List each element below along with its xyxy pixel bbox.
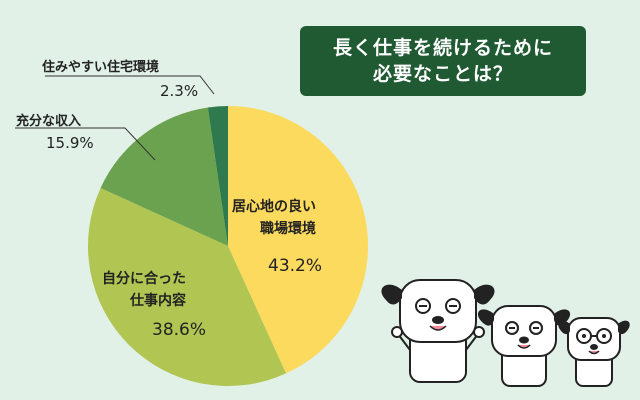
slice-value-housing: 2.3%	[160, 82, 199, 100]
slice-label-job-line-1: 自分に合った	[102, 271, 186, 287]
slice-value-job: 38.6%	[152, 320, 207, 340]
title-line-1: 長く仕事を続けるために	[332, 37, 553, 59]
slice-label-job: 自分に合った 仕事内容	[102, 268, 186, 312]
slice-label-workplace: 居心地の良い 職場環境	[232, 196, 316, 240]
leader-lines	[15, 75, 215, 161]
leader-line-income	[15, 127, 156, 161]
leader-line-housing	[45, 75, 215, 95]
pie-slice-job	[88, 187, 287, 386]
pie-chart	[88, 106, 368, 386]
slice-value-income: 15.9%	[46, 134, 94, 152]
pie-slice-workplace	[228, 106, 368, 374]
pie-slice-income	[100, 107, 228, 246]
slice-label-job-line-2: 仕事内容	[130, 293, 186, 309]
dog-medium-icon	[477, 305, 571, 387]
title-box: 長く仕事を続けるために 必要なことは？	[300, 26, 586, 96]
pie-slice-housing	[207, 106, 228, 246]
slice-label-workplace-line-2: 職場環境	[260, 221, 316, 237]
slice-label-housing: 住みやすい住宅環境	[42, 60, 160, 75]
title-line-2: 必要なことは？	[372, 63, 513, 85]
slice-label-income: 充分な収入	[16, 114, 82, 129]
dog-small-icon	[558, 317, 630, 387]
slice-label-workplace-line-1: 居心地の良い	[232, 199, 316, 215]
dog-big-icon	[381, 279, 495, 383]
slice-value-workplace: 43.2%	[268, 256, 323, 276]
